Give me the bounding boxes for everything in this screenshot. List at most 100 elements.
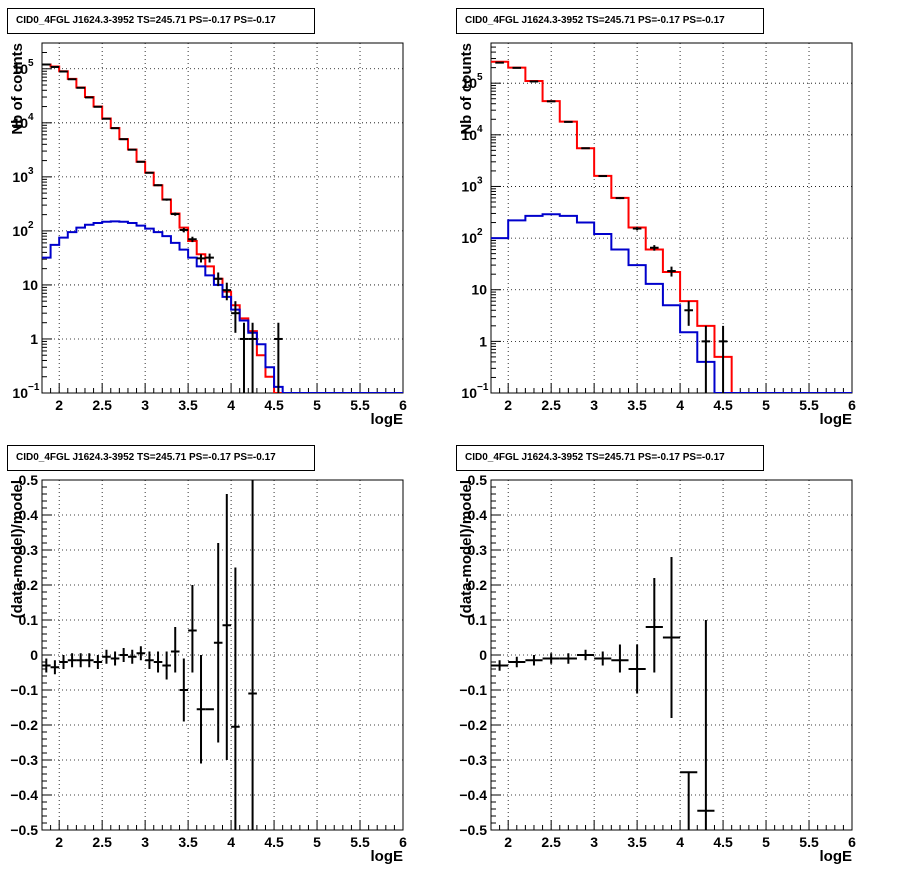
data-point xyxy=(153,651,163,673)
residual-pad-coarse-bins: 2 2.5 3 3.5 4 4.5 5 5.5 6 −0.5 −0.4 −0.3 −0.2 −0.1 0 0.… xyxy=(449,437,898,874)
x-tick-label: 4 xyxy=(676,834,684,850)
y-tick-label: −0.3 xyxy=(10,752,38,768)
y-tick-base: 10 xyxy=(461,178,477,194)
y-axis-title: Nb of counts xyxy=(9,43,26,135)
y-tick-label: 10 5 xyxy=(461,72,483,91)
y-tick-exponent: 4 xyxy=(477,124,483,135)
y-tick-label: 0.1 xyxy=(19,612,39,628)
plot-area xyxy=(42,480,257,830)
x-tick-label: 3.5 xyxy=(178,397,198,413)
data-point xyxy=(611,644,629,673)
grid xyxy=(42,479,404,831)
data-point xyxy=(179,227,189,233)
y-tick-base: 10 xyxy=(461,127,477,143)
data-point xyxy=(248,480,257,830)
y-tick-exponent: −1 xyxy=(477,382,489,393)
y-tick-label: 0.2 xyxy=(19,577,39,593)
y-tick-label: 0.1 xyxy=(468,612,488,628)
y-tick-label: 0.4 xyxy=(468,507,488,523)
data-point xyxy=(213,272,223,287)
x-tick-label: 2.5 xyxy=(92,834,112,850)
x-tick-label: 5 xyxy=(313,834,321,850)
y-tick-base: 10 xyxy=(12,115,28,131)
data-point xyxy=(559,653,577,664)
data-point xyxy=(179,658,189,722)
y-tick-label: 10 xyxy=(471,282,487,298)
data-point xyxy=(222,282,232,301)
x-tick-label: 6 xyxy=(399,834,407,850)
x-tick-label: 5 xyxy=(313,397,321,413)
x-tick-label: 4 xyxy=(227,397,235,413)
y-tick-exponent: 5 xyxy=(477,72,483,83)
x-tick-label: 5.5 xyxy=(799,397,819,413)
data-point xyxy=(650,245,659,251)
x-tick-label: 3.5 xyxy=(627,834,647,850)
x-tick-label: 2.5 xyxy=(541,834,561,850)
data-point xyxy=(615,197,625,200)
x-tick-label: 5.5 xyxy=(350,397,370,413)
data-point xyxy=(491,660,509,671)
y-tick-exponent: 5 xyxy=(28,58,34,69)
data-point xyxy=(231,567,240,830)
data-point xyxy=(110,127,120,130)
data-point xyxy=(76,86,85,89)
y-tick-label: 10 3 xyxy=(461,175,483,194)
y-tick-label: −0.2 xyxy=(10,717,38,733)
x-tick-label: 2 xyxy=(55,834,63,850)
y-tick-base: 10 xyxy=(12,223,28,239)
y-tick-label: 0 xyxy=(479,647,487,663)
source-model-histogram xyxy=(42,220,403,393)
data-point xyxy=(581,147,590,150)
data-point xyxy=(667,266,676,277)
x-tick-label: 5.5 xyxy=(799,834,819,850)
plot-title: CID0_4FGL J1624.3-3952 TS=245.71 PS=-0.1… xyxy=(456,445,764,471)
y-tick-label: −0.1 xyxy=(10,682,38,698)
tick-marks xyxy=(41,479,404,831)
x-tick-label: 5 xyxy=(762,834,770,850)
data-point xyxy=(59,70,68,73)
x-tick-label: 2.5 xyxy=(541,397,561,413)
x-tick-label: 4.5 xyxy=(713,834,733,850)
data-point xyxy=(231,301,240,333)
y-axis-title: (data-model)/model xyxy=(458,480,475,618)
y-tick-base: 1 xyxy=(479,333,487,349)
data-point xyxy=(564,120,573,123)
y-tick-base: 10 xyxy=(12,169,28,185)
x-tick-label: 3 xyxy=(590,397,598,413)
residual-plot-fine-bins: 2 2.5 3 3.5 4 4.5 5 5.5 6 −0.5 −0.4 −0.3 −0.2 −0.1 0 0.… xyxy=(9,472,407,865)
x-tick-label: 5 xyxy=(762,397,770,413)
data-point xyxy=(76,653,85,668)
y-tick-base: 1 xyxy=(30,331,38,347)
y-tick-label: −0.1 xyxy=(459,682,487,698)
data-point xyxy=(598,175,608,178)
source-model-histogram xyxy=(491,213,852,393)
plot-area xyxy=(491,557,715,830)
x-tick-label: 3 xyxy=(141,397,149,413)
data-point xyxy=(628,644,646,694)
x-tick-label: 4.5 xyxy=(264,397,284,413)
y-axis-title: (data-model)/model xyxy=(9,480,26,618)
residual-pad-fine-bins: 2 2.5 3 3.5 4 4.5 5 5.5 6 −0.5 −0.4 −0.3 −0.2 −0.1 0 0.… xyxy=(0,437,449,874)
data-point xyxy=(136,646,146,661)
y-axis-title: Nb of counts xyxy=(458,43,475,135)
x-tick-label: 4.5 xyxy=(264,834,284,850)
data-point xyxy=(697,620,715,830)
x-tick-label: 4 xyxy=(227,834,235,850)
data-point xyxy=(680,771,698,830)
y-tick-label: 0.5 xyxy=(468,472,488,488)
data-point xyxy=(542,653,560,664)
x-tick-label: 3 xyxy=(590,834,598,850)
x-tick-label: 2 xyxy=(504,834,512,850)
y-tick-label: 10 2 xyxy=(12,220,34,239)
x-tick-label: 6 xyxy=(848,834,856,850)
tick-marks xyxy=(490,42,853,394)
x-axis-title: logE xyxy=(820,411,853,428)
data-point xyxy=(102,117,111,120)
y-tick-exponent: −1 xyxy=(28,382,40,393)
data-point xyxy=(684,301,693,326)
model-total-histogram xyxy=(42,63,403,393)
x-tick-label: 6 xyxy=(399,397,407,413)
data-point xyxy=(127,649,137,664)
y-tick-label: 0.5 xyxy=(19,472,39,488)
